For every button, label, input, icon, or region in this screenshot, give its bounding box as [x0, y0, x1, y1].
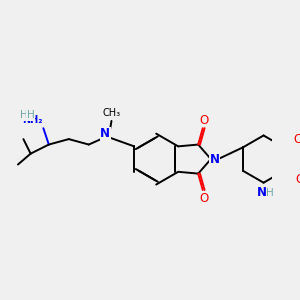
Text: O: O — [293, 133, 300, 146]
Text: N: N — [209, 153, 220, 166]
Text: O: O — [199, 113, 208, 127]
Text: N: N — [257, 186, 267, 199]
Text: H: H — [20, 110, 27, 121]
Text: H: H — [27, 110, 34, 121]
Text: CH₃: CH₃ — [102, 108, 121, 118]
Text: H: H — [266, 188, 274, 198]
Text: O: O — [296, 173, 300, 187]
Text: N: N — [100, 127, 110, 140]
Text: NH₂: NH₂ — [22, 115, 43, 125]
Text: O: O — [199, 192, 208, 205]
